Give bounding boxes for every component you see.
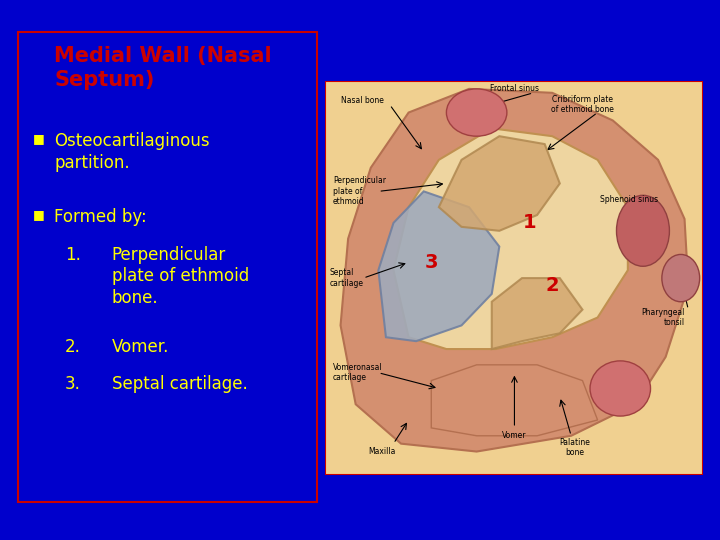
Text: Vomer: Vomer	[502, 431, 527, 440]
Text: ■: ■	[32, 132, 44, 145]
Text: Nasal bone: Nasal bone	[341, 96, 384, 105]
Text: 2.: 2.	[65, 338, 81, 355]
Text: ■: ■	[32, 208, 44, 221]
Text: 3.: 3.	[65, 375, 81, 393]
Text: 2: 2	[546, 276, 559, 295]
Text: Septal cartilage.: Septal cartilage.	[112, 375, 248, 393]
Ellipse shape	[446, 89, 507, 136]
Text: 1: 1	[523, 213, 536, 232]
Text: Perpendicular
plate of
ethmoid: Perpendicular plate of ethmoid	[333, 177, 386, 206]
Polygon shape	[431, 365, 598, 436]
Polygon shape	[341, 89, 688, 451]
Polygon shape	[492, 278, 582, 349]
Text: 3: 3	[425, 253, 438, 272]
Text: Pharyngeal
tonsil: Pharyngeal tonsil	[642, 308, 685, 327]
Text: Medial Wall (Nasal
Septum): Medial Wall (Nasal Septum)	[54, 46, 271, 90]
FancyBboxPatch shape	[18, 32, 317, 502]
Text: Palatine
bone: Palatine bone	[559, 438, 590, 457]
Text: Cribriform plate
of ethmoid bone: Cribriform plate of ethmoid bone	[551, 95, 614, 114]
Text: Frontal sinus: Frontal sinus	[490, 84, 539, 93]
Ellipse shape	[662, 254, 700, 302]
Text: Osteocartilaginous
partition.: Osteocartilaginous partition.	[54, 132, 210, 172]
Ellipse shape	[590, 361, 651, 416]
Polygon shape	[325, 81, 703, 475]
Text: Formed by:: Formed by:	[54, 208, 147, 226]
Text: Vomer.: Vomer.	[112, 338, 169, 355]
Text: Maxilla: Maxilla	[369, 447, 396, 456]
Ellipse shape	[616, 195, 670, 266]
Text: Vomeronasal
cartilage: Vomeronasal cartilage	[333, 363, 382, 382]
Text: 1.: 1.	[65, 246, 81, 264]
Polygon shape	[394, 129, 628, 349]
Text: Perpendicular
plate of ethmoid
bone.: Perpendicular plate of ethmoid bone.	[112, 246, 249, 307]
Polygon shape	[439, 136, 560, 231]
Polygon shape	[379, 191, 500, 341]
Text: Septal
cartilage: Septal cartilage	[329, 268, 363, 288]
Text: Sphenoid sinus: Sphenoid sinus	[600, 195, 658, 204]
